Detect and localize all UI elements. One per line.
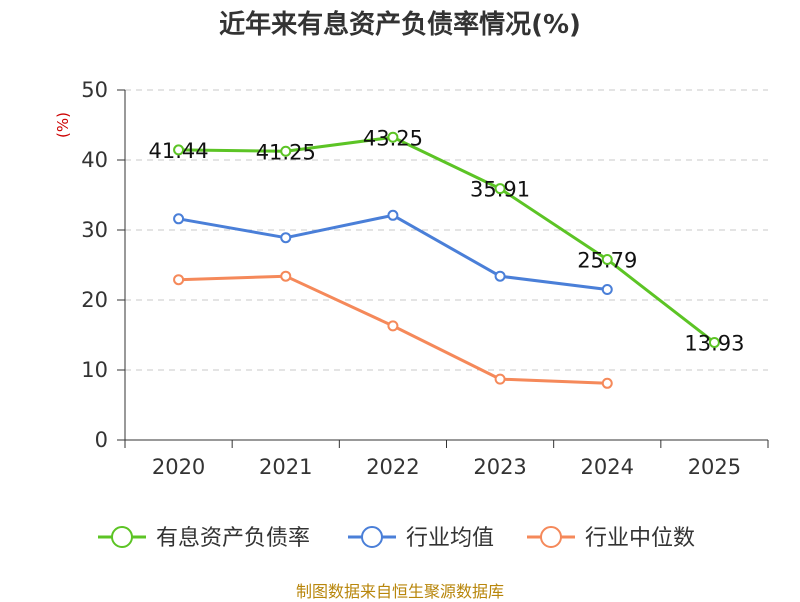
legend-label: 行业均值	[406, 526, 494, 551]
legend-marker	[361, 526, 383, 548]
y-tick-label: 20	[81, 288, 108, 312]
legend-item[interactable]: 行业中位数	[527, 526, 695, 551]
data-labels: 41.44 41.25 43.25 35.91 25.79 13.93	[149, 126, 745, 355]
data-label: 41.44	[149, 139, 209, 163]
y-tick-label: 10	[81, 358, 108, 382]
data-point[interactable]	[601, 284, 613, 295]
data-point[interactable]	[601, 253, 613, 265]
legend-marker	[111, 526, 133, 548]
axes: 0 10 20 30 40 50 2020 2021 2022 2023 2024 2025 (%)	[54, 78, 769, 479]
source-note: 制图数据来自恒生聚源数据库	[295, 582, 504, 601]
x-tick-label: 2024	[581, 455, 634, 479]
data-point[interactable]	[494, 270, 506, 282]
data-point[interactable]	[280, 232, 292, 244]
data-label: 25.79	[577, 248, 637, 272]
data-point[interactable]	[387, 209, 399, 221]
x-tick-label: 2021	[259, 455, 312, 479]
y-tick-label: 30	[81, 218, 108, 242]
data-label: 13.93	[684, 331, 744, 355]
x-tick-label: 2023	[473, 455, 526, 479]
legend[interactable]: 有息资产负债率 行业均值 行业中位数	[98, 526, 695, 551]
chart-title: 近年来有息资产负债率情况(%)	[219, 10, 581, 40]
gridlines	[125, 89, 768, 371]
data-point[interactable]	[173, 274, 185, 286]
legend-item[interactable]: 行业均值	[348, 526, 494, 551]
x-tick-label: 2025	[688, 455, 741, 479]
series-lines	[173, 131, 720, 389]
legend-label: 有息资产负债率	[156, 526, 310, 551]
legend-item[interactable]: 有息资产负债率	[98, 526, 310, 551]
x-tick-label: 2022	[366, 455, 419, 479]
data-point[interactable]	[280, 270, 292, 282]
y-tick-label: 50	[81, 78, 108, 102]
data-point[interactable]	[173, 144, 185, 156]
data-point[interactable]	[494, 373, 506, 385]
data-point[interactable]	[387, 131, 399, 143]
series-line	[178, 135, 716, 344]
legend-marker	[540, 526, 562, 548]
y-unit-label: (%)	[54, 112, 72, 138]
data-point[interactable]	[494, 183, 506, 195]
x-tick-label: 2020	[152, 455, 205, 479]
data-point[interactable]	[280, 145, 292, 157]
data-point[interactable]	[708, 336, 720, 348]
data-label: 43.25	[363, 126, 423, 150]
y-tick-label: 0	[95, 428, 108, 452]
data-point[interactable]	[173, 213, 185, 225]
data-point[interactable]	[601, 377, 613, 389]
data-point[interactable]	[387, 320, 399, 332]
data-label: 41.25	[256, 140, 316, 164]
legend-label: 行业中位数	[585, 526, 695, 551]
data-label: 35.91	[470, 178, 530, 202]
y-tick-label: 40	[81, 148, 108, 172]
